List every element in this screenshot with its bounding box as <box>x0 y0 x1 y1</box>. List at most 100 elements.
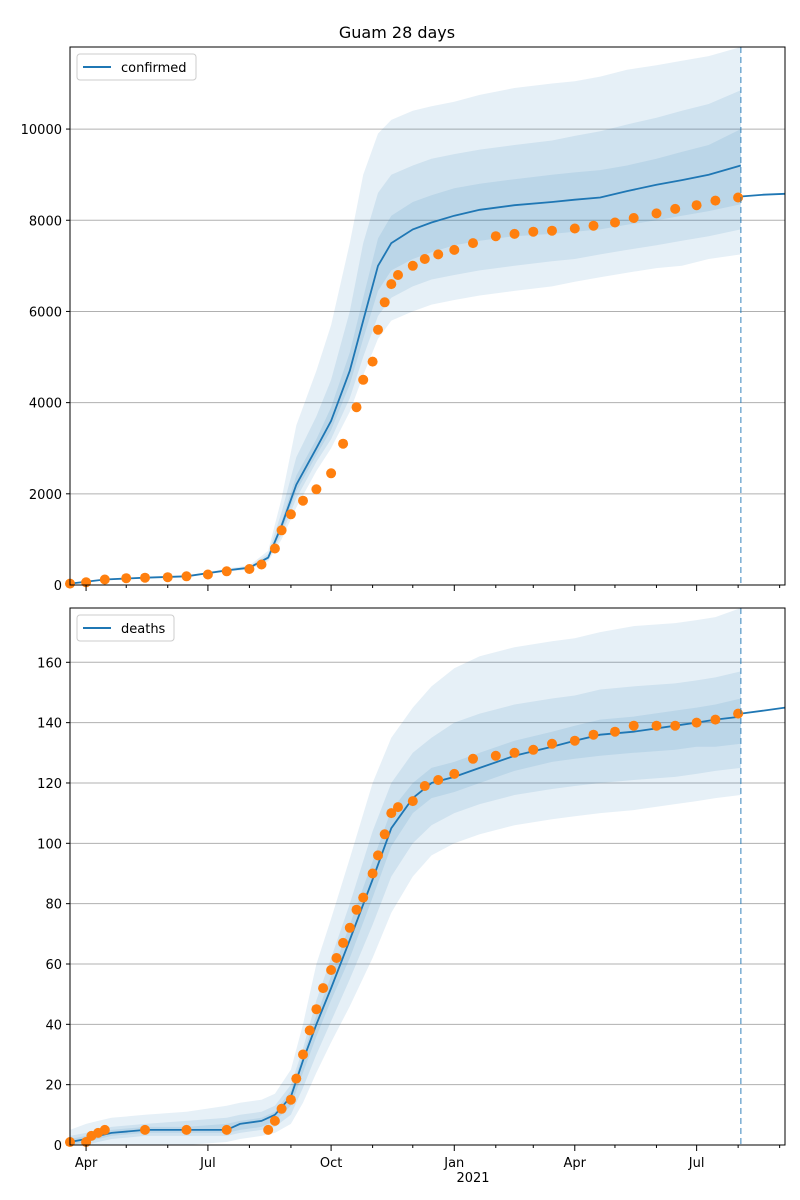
observed-point <box>610 726 620 737</box>
observed-point <box>276 525 287 536</box>
observed-point <box>610 217 620 228</box>
observed-point <box>386 808 397 819</box>
observed-point <box>304 1025 315 1036</box>
legend-box <box>76 614 175 642</box>
observed-point <box>285 509 296 520</box>
observed-point <box>140 1124 150 1135</box>
observed-point <box>670 203 681 214</box>
observed-point <box>221 566 232 577</box>
observed-point <box>628 213 639 223</box>
observed-point <box>651 208 662 219</box>
y-tick-label: 2000 <box>29 488 62 503</box>
observed-point <box>509 747 520 758</box>
observed-point <box>407 796 418 807</box>
observed-point <box>331 953 342 963</box>
observed-point <box>528 744 539 755</box>
observed-point <box>358 892 369 903</box>
legend-label: confirmed <box>121 61 187 76</box>
observed-point <box>202 569 213 580</box>
observed-point <box>468 753 478 764</box>
observed-point <box>407 260 418 271</box>
deaths-panel: 0 20 40 60 80 100 120 140 160 Apr Jul Oct Jan Apr Jul d… <box>37 607 786 1171</box>
deaths-forecast-line <box>740 706 786 715</box>
observed-point <box>285 1094 296 1105</box>
observed-point <box>386 279 397 290</box>
observed-point <box>393 802 403 813</box>
axes-frame <box>69 46 786 586</box>
x-tick-label: Jan <box>443 1156 464 1171</box>
observed-point <box>468 238 478 249</box>
x-tick-label: Jul <box>688 1156 705 1171</box>
observed-point <box>99 1124 110 1135</box>
y-tick-label: 40 <box>45 1018 62 1033</box>
observed-point <box>244 564 255 574</box>
confirmed-forecast-line <box>740 192 786 198</box>
observed-point <box>221 1124 232 1135</box>
observed-point <box>351 904 362 915</box>
observed-point <box>733 192 744 203</box>
observed-point <box>351 402 362 413</box>
observed-point <box>181 1124 192 1135</box>
observed-point <box>419 254 430 264</box>
observed-point <box>162 572 173 583</box>
observed-point <box>367 868 378 879</box>
observed-point <box>269 1115 280 1126</box>
observed-point <box>710 714 721 725</box>
observed-point <box>710 195 721 206</box>
y-tick-label: 6000 <box>29 305 62 320</box>
y-tick-label: 80 <box>45 898 62 913</box>
confirmed-panel: 0 2000 4000 6000 8000 10000 confirmed <box>21 46 786 594</box>
observed-point <box>291 1073 302 1084</box>
confidence-band-1 <box>70 47 741 584</box>
y-tick-label: 160 <box>37 656 62 671</box>
x-tick-label: Apr <box>564 1156 587 1171</box>
y-tick-label: 140 <box>37 717 62 732</box>
y-tick-label: 100 <box>37 837 62 852</box>
y-tick-label: 0 <box>54 579 62 594</box>
observed-point <box>338 438 349 449</box>
observed-point <box>733 708 744 719</box>
observed-point <box>651 720 662 731</box>
observed-point <box>628 720 639 731</box>
y-tick-label: 4000 <box>29 397 62 412</box>
confirmed-line <box>69 164 742 585</box>
observed-point <box>298 495 308 506</box>
observed-point <box>547 738 557 749</box>
confidence-band-2 <box>70 90 741 584</box>
observed-point <box>269 543 280 554</box>
observed-point <box>358 374 369 385</box>
observed-point <box>379 297 390 308</box>
observed-point <box>547 225 557 236</box>
y-tick-label: 120 <box>37 777 62 792</box>
confidence-band-3 <box>70 129 741 584</box>
observed-point <box>528 226 539 237</box>
observed-point <box>691 200 702 211</box>
observed-point <box>99 574 110 585</box>
observed-point <box>326 965 337 975</box>
observed-point <box>449 768 460 779</box>
observed-point <box>338 937 349 948</box>
observed-point <box>311 1004 322 1015</box>
y-tick-label: 8000 <box>29 214 62 229</box>
observed-point <box>433 249 444 260</box>
x-tick-label: Jul <box>199 1156 216 1171</box>
observed-point <box>181 571 192 582</box>
observed-point <box>318 983 329 994</box>
observed-point <box>509 228 520 239</box>
figure-title: Guam 28 days <box>339 23 455 42</box>
observed-point <box>373 324 383 335</box>
x-year-label: 2021 <box>456 1171 489 1186</box>
observed-point <box>326 468 337 479</box>
observed-point <box>393 270 403 280</box>
y-tick-label: 0 <box>54 1139 62 1154</box>
observed-point <box>490 750 501 761</box>
observed-point <box>256 559 267 570</box>
x-tick-label: Apr <box>75 1156 98 1171</box>
observed-point <box>276 1103 287 1114</box>
axes-frame <box>69 607 786 1146</box>
observed-point <box>298 1049 308 1060</box>
observed-point <box>433 775 444 785</box>
y-tick-label: 60 <box>45 958 62 973</box>
observed-point <box>569 223 580 234</box>
